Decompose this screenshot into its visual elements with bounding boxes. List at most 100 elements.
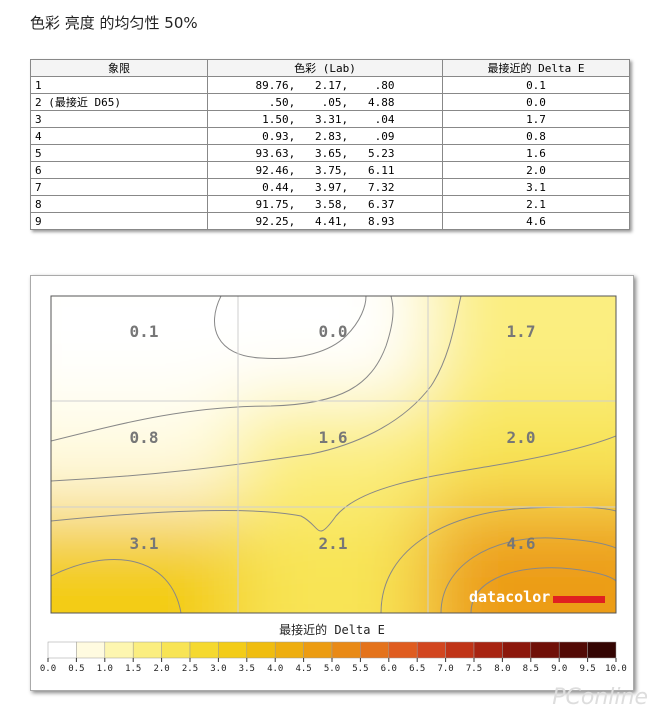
table-cell: 9 [30, 212, 208, 230]
colorbar-label: 0.0 [40, 664, 56, 674]
table-row: 3 1.50, 3.31, .04 1.7 [30, 110, 630, 128]
table-cell: 2 (最接近 D65) [30, 93, 208, 111]
colorbar-label: 9.5 [579, 664, 595, 674]
table-cell: 8 [30, 195, 208, 213]
page-title: 色彩 亮度 的均匀性 50% [30, 14, 198, 32]
table-cell: 1 [30, 76, 208, 94]
heat-cell [428, 296, 616, 401]
table-row: 9 92.25, 4.41, 8.93 4.6 [30, 212, 630, 230]
logo-bar [553, 596, 605, 603]
cell-label: 2.0 [507, 428, 536, 447]
table-cell: 5 [30, 144, 208, 162]
cell-label: 2.1 [319, 534, 348, 553]
table-cell: 1.6 [442, 144, 630, 162]
heat-cell [51, 507, 238, 613]
colorbar-label: 8.5 [523, 664, 539, 674]
table-row: 7 0.44, 3.97, 7.32 3.1 [30, 178, 630, 196]
colorbar-label: 5.5 [352, 664, 368, 674]
colorbar-label: 1.0 [97, 664, 113, 674]
column-header: 色彩 (Lab) [207, 59, 443, 77]
table-row: 4 0.93, 2.83, .09 0.8 [30, 127, 630, 145]
colorbar-step [558, 641, 588, 659]
colorbar-step [416, 641, 446, 659]
table-cell: 91.75, 3.58, 6.37 [207, 195, 443, 213]
cell-label: 1.6 [319, 428, 348, 447]
table-row: 8 91.75, 3.58, 6.37 2.1 [30, 195, 630, 213]
colorbar-label: 1.5 [125, 664, 141, 674]
colorbar-label: 9.0 [551, 664, 567, 674]
colorbar-step [473, 641, 503, 659]
colorbar-label: 5.0 [324, 664, 340, 674]
table-cell: 6 [30, 161, 208, 179]
colorbar-label: 2.5 [182, 664, 198, 674]
table-cell: 89.76, 2.17, .80 [207, 76, 443, 94]
colorbar-label: 7.5 [466, 664, 482, 674]
heat-cell [428, 507, 616, 613]
heat-cell [238, 507, 428, 613]
colorbar-step [445, 641, 475, 659]
heat-cell [238, 296, 428, 401]
table-row: 1 89.76, 2.17, .80 0.1 [30, 76, 630, 94]
cell-label: 1.7 [507, 322, 536, 341]
header-row: 象限 色彩 (Lab) 最接近的 Delta E [30, 59, 630, 77]
cell-label: 3.1 [130, 534, 159, 553]
table-cell: 92.46, 3.75, 6.11 [207, 161, 443, 179]
colorbar-label: 4.5 [295, 664, 311, 674]
colorbar-step [132, 641, 162, 659]
colorbar-step [104, 641, 134, 659]
colorbar-label: 6.0 [381, 664, 397, 674]
table-cell: 1.50, 3.31, .04 [207, 110, 443, 128]
plot [51, 296, 616, 613]
legend-title: 最接近的 Delta E [279, 622, 385, 637]
table-cell: 2.0 [442, 161, 630, 179]
colorbar-step [360, 641, 390, 659]
table-row: 5 93.63, 3.65, 5.23 1.6 [30, 144, 630, 162]
logo: datacolor [469, 588, 550, 606]
colorbar-step [331, 641, 361, 659]
grid [51, 296, 616, 613]
table-cell: 7 [30, 178, 208, 196]
colorbar-label: 7.0 [437, 664, 453, 674]
colorbar-label: 8.0 [494, 664, 510, 674]
plot-border [50, 295, 617, 614]
colorbar-step [587, 641, 617, 659]
chart-panel: datacolor 最接近的 Delta E 0.0 0.5 1.0 1.5 2.0 2.… [30, 275, 634, 691]
table-row: 2 (最接近 D65) .50, .05, 4.88 0.0 [30, 93, 630, 111]
colorbar: 0.0 0.5 1.0 1.5 2.0 2.5 3.0 3.5 4.0 4.5 5.0 5.5 6.0 6… [40, 641, 627, 674]
table-cell: 0.1 [442, 76, 630, 94]
contours [51, 296, 616, 613]
colorbar-step [161, 641, 191, 659]
cell-label: 0.0 [319, 322, 348, 341]
table-cell: 0.8 [442, 127, 630, 145]
table-cell: .50, .05, 4.88 [207, 93, 443, 111]
heat-cell [428, 401, 616, 507]
column-header: 象限 [30, 59, 208, 77]
table-cell: 0.93, 2.83, .09 [207, 127, 443, 145]
colorbar-step [218, 641, 248, 659]
table-cell: 4 [30, 127, 208, 145]
colorbar-step [303, 641, 333, 659]
colorbar-label: 4.0 [267, 664, 283, 674]
colorbar-step [530, 641, 560, 659]
heat-field [51, 296, 616, 613]
watermark: PConline [552, 685, 648, 710]
table-cell: 3.1 [442, 178, 630, 196]
table-cell: 93.63, 3.65, 5.23 [207, 144, 443, 162]
colorbar-step [246, 641, 276, 659]
colorbar-label: 3.0 [210, 664, 226, 674]
colorbar-label: 3.5 [239, 664, 255, 674]
colorbar-label: 2.0 [153, 664, 169, 674]
colorbar-step [76, 641, 106, 659]
column-header: 最接近的 Delta E [442, 59, 630, 77]
table-cell: 2.1 [442, 195, 630, 213]
colorbar-label: 6.5 [409, 664, 425, 674]
heat-cell [51, 296, 238, 401]
table-cell: 1.7 [442, 110, 630, 128]
colorbar-step [502, 641, 532, 659]
colorbar-label: 0.5 [68, 664, 84, 674]
cell-label: 0.8 [130, 428, 159, 447]
colorbar-label: 10.0 [605, 664, 627, 674]
table-cell: 92.25, 4.41, 8.93 [207, 212, 443, 230]
table-cell: 4.6 [442, 212, 630, 230]
